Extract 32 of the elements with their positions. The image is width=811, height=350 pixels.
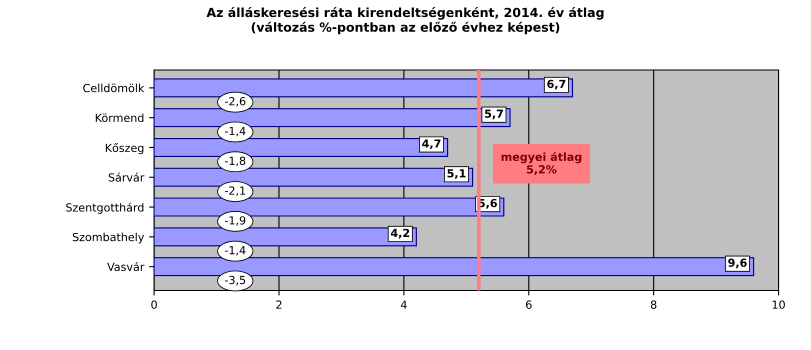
y-tick-label: Sárvár: [108, 172, 144, 182]
x-tick-label: 8: [650, 300, 656, 309]
bar: [154, 257, 754, 276]
data-label: 4,7: [422, 139, 440, 150]
bar: [154, 198, 504, 217]
y-tick-label: Szentgotthárd: [66, 202, 144, 214]
x-tick-label: 6: [526, 300, 532, 309]
x-tick-label: 0: [151, 300, 157, 309]
data-label: 5,1: [448, 169, 466, 179]
bar: [154, 168, 474, 187]
annotation: -1,4: [224, 126, 246, 136]
y-tick-label: Szombathely: [72, 232, 144, 244]
annotation: -2,1: [224, 186, 246, 196]
data-label: 6,7: [547, 80, 566, 90]
x-tick-label: 10: [772, 300, 785, 309]
annotation: -1,9: [224, 216, 246, 226]
chart-title: Az álláskeresési ráta kirendeltségenként, 2014. év átlag (változás %-pontban az előző évhez képest): [206, 7, 604, 34]
data-label: 4,2: [390, 228, 410, 239]
annotation: -1,4: [224, 246, 246, 256]
x-tick-label: 4: [400, 300, 407, 309]
y-tick-label: Körmend: [96, 113, 144, 122]
data-label: 9,6: [728, 258, 747, 268]
data-label: 5,7: [484, 110, 503, 120]
x-tick-label: 2: [276, 300, 282, 309]
annotation: -3,5: [224, 276, 246, 286]
annotation: -2,6: [224, 97, 246, 107]
y-tick-label: Celldömölk: [83, 84, 144, 92]
y-tick-label: Vasvár: [107, 262, 144, 272]
bar: [154, 78, 574, 98]
annotation: -1,8: [224, 156, 246, 166]
y-tick-label: Kőszeg: [106, 143, 144, 154]
ref-line-label: megyei átlag 5,2%: [502, 152, 582, 175]
